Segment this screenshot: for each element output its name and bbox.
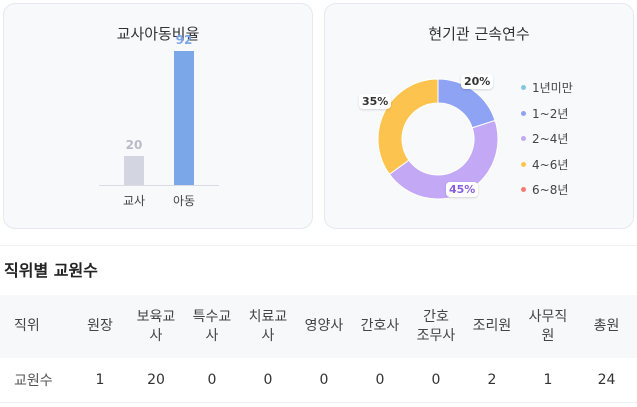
donut-value-label: 35% bbox=[359, 94, 392, 109]
column-header: 사무직 원 bbox=[520, 295, 576, 358]
table-cell: 0 bbox=[408, 358, 464, 403]
column-header: 직위 bbox=[0, 295, 72, 358]
donut-value-label: 45% bbox=[446, 182, 479, 197]
column-header: 특수교 사 bbox=[184, 295, 240, 358]
column-header: 원장 bbox=[72, 295, 128, 358]
table-cell: 0 bbox=[184, 358, 240, 403]
table-cell: 1 bbox=[72, 358, 128, 403]
bar-교사 bbox=[124, 155, 144, 185]
bar-chart-baseline bbox=[99, 185, 219, 186]
table-cell: 1 bbox=[520, 358, 576, 403]
legend-item: 1년미만 bbox=[521, 75, 573, 101]
column-header: 조리원 bbox=[464, 295, 520, 358]
bar-category-label: 교사 bbox=[122, 194, 146, 208]
bar-아동 bbox=[174, 51, 194, 185]
staff-table: 직위 원장 보육교 사 특수교 사 치료교 사 영양사 간호사 간호 조무사 조리원 사무직 원 총원 교원수… bbox=[0, 295, 637, 403]
table-cell: 0 bbox=[296, 358, 352, 403]
table-cell: 0 bbox=[240, 358, 296, 403]
table-cell: 0 bbox=[352, 358, 408, 403]
legend-label: 1년미만 bbox=[532, 81, 573, 96]
legend-item: 4~6년 bbox=[521, 152, 573, 178]
column-header: 간호사 bbox=[352, 295, 408, 358]
tenure-card: 현기관 근속연수 1년미만 1~2년 2~4년 4~6년 6~8년 20% 45% 35% bbox=[324, 3, 634, 229]
legend-dot-icon bbox=[521, 136, 526, 142]
bar-value-label: 20 bbox=[125, 137, 143, 152]
legend-label: 1~2년 bbox=[532, 106, 569, 121]
table-header-row: 직위 원장 보육교 사 특수교 사 치료교 사 영양사 간호사 간호 조무사 조리원 사무직 원 총원 bbox=[0, 295, 637, 358]
table-cell: 2 bbox=[464, 358, 520, 403]
tenure-card-title: 현기관 근속연수 bbox=[428, 25, 530, 43]
row-label: 교원수 bbox=[0, 358, 72, 403]
table-row: 교원수 1 20 0 0 0 0 0 2 1 24 bbox=[0, 358, 637, 403]
legend-dot-icon bbox=[521, 161, 526, 167]
ratio-card-title: 교사아동비율 bbox=[116, 25, 200, 43]
table-cell: 20 bbox=[128, 358, 184, 403]
section-title: 직위별 교원수 bbox=[4, 261, 98, 280]
legend-label: 6~8년 bbox=[532, 183, 569, 198]
legend-label: 4~6년 bbox=[532, 157, 569, 172]
column-header: 보육교 사 bbox=[128, 295, 184, 358]
legend-label: 2~4년 bbox=[532, 132, 569, 147]
tenure-legend: 1년미만 1~2년 2~4년 4~6년 6~8년 bbox=[521, 75, 573, 203]
legend-dot-icon bbox=[521, 187, 526, 193]
tenure-donut-chart bbox=[377, 78, 499, 200]
section-divider bbox=[0, 245, 637, 246]
column-header: 치료교 사 bbox=[240, 295, 296, 358]
bar-value-label: 92 bbox=[175, 33, 193, 47]
legend-item: 1~2년 bbox=[521, 101, 573, 127]
legend-dot-icon bbox=[521, 110, 526, 116]
column-header: 간호 조무사 bbox=[408, 295, 464, 358]
column-header: 총원 bbox=[576, 295, 637, 358]
donut-value-label: 20% bbox=[461, 74, 494, 89]
donut-slice-2~4년 bbox=[388, 119, 499, 200]
legend-item: 6~8년 bbox=[521, 177, 573, 203]
table-cell: 24 bbox=[576, 358, 637, 403]
legend-dot-icon bbox=[521, 85, 526, 91]
column-header: 영양사 bbox=[296, 295, 352, 358]
bar-category-label: 아동 bbox=[172, 194, 196, 208]
legend-item: 2~4년 bbox=[521, 126, 573, 152]
donut-slice-4~6년 bbox=[377, 78, 439, 175]
teacher-child-ratio-card: 교사아동비율 20 교사 92 아동 bbox=[3, 3, 313, 229]
